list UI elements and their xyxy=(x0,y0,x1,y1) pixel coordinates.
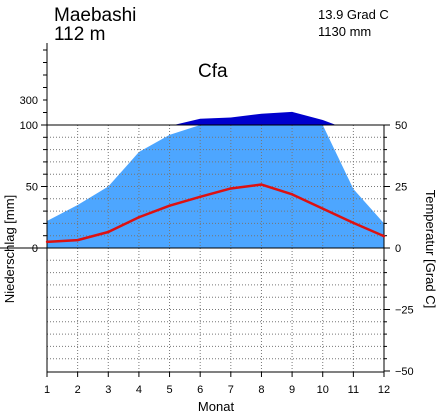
month-label: 4 xyxy=(136,384,142,396)
month-label: 9 xyxy=(289,384,295,396)
month-label: 7 xyxy=(228,384,234,396)
precip-tick-label: 0 xyxy=(32,243,38,255)
month-label: 3 xyxy=(105,384,111,396)
station-name: Maebashi xyxy=(54,5,136,26)
month-label: 1 xyxy=(44,384,50,396)
left-axis-label: Niederschlag [mm] xyxy=(2,195,17,303)
mean-temperature: 13.9 Grad C xyxy=(318,7,389,22)
temperature-point xyxy=(137,216,141,219)
temperature-line xyxy=(46,183,385,244)
temperature-point xyxy=(45,240,49,244)
month-label: 12 xyxy=(378,384,390,396)
temperature-point xyxy=(198,195,202,199)
x-axis-label: Monat xyxy=(198,399,235,414)
temp-tick-label: 50 xyxy=(395,120,407,132)
temperature-point xyxy=(229,187,233,190)
month-label: 5 xyxy=(166,384,172,396)
temp-tick-label: −50 xyxy=(395,366,414,378)
temperature-point xyxy=(107,230,110,234)
right-axis-label: Temperatur [Grad C] xyxy=(423,190,436,309)
station-elevation: 112 m xyxy=(54,24,105,45)
month-label: 6 xyxy=(197,384,203,396)
temperature-point xyxy=(290,193,294,196)
month-label: 8 xyxy=(258,384,264,396)
temperature-point xyxy=(168,204,171,207)
temperature-point xyxy=(321,207,324,210)
month-label: 11 xyxy=(348,384,359,396)
temperature-point xyxy=(260,183,263,186)
temperature-point xyxy=(76,238,79,242)
precip-tick-label: 300 xyxy=(20,95,38,107)
month-label: 2 xyxy=(75,384,81,396)
precipitation-excess-area xyxy=(173,111,337,125)
temperature-point xyxy=(352,221,355,225)
precip-tick-label: 100 xyxy=(20,120,38,132)
temp-tick-label: 0 xyxy=(395,243,401,255)
temp-tick-label: 25 xyxy=(395,182,407,194)
temp-tick-label: −25 xyxy=(395,305,414,317)
climate-class: Cfa xyxy=(198,61,228,82)
precip-tick-label: 50 xyxy=(26,182,38,194)
month-label: 10 xyxy=(317,384,329,396)
annual-precipitation: 1130 mm xyxy=(318,24,371,39)
precipitation-areas xyxy=(47,111,384,248)
temperature-series xyxy=(45,183,386,244)
temperature-point xyxy=(382,234,386,238)
